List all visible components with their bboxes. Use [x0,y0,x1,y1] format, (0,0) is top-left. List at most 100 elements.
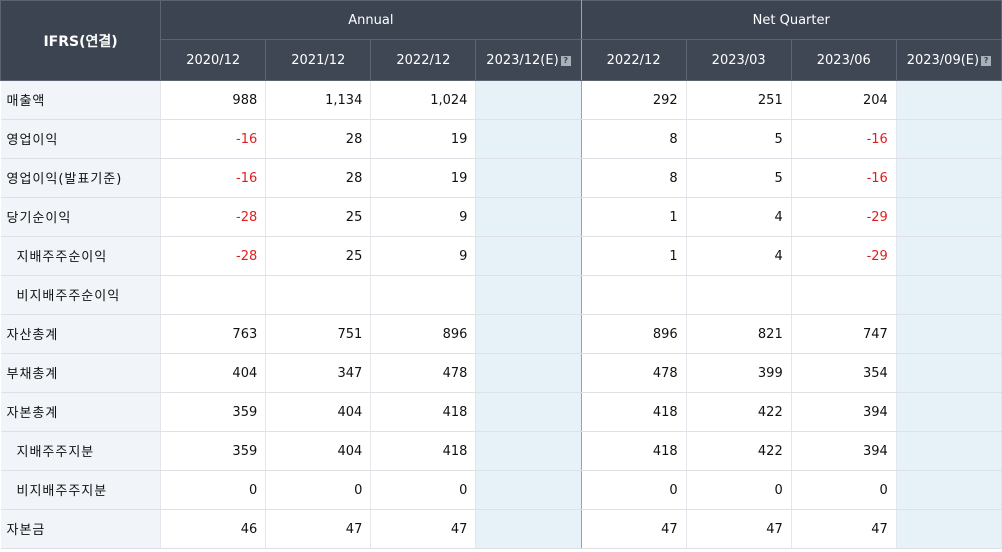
table-cell: 19 [370,158,477,198]
quarter-group-header: Net Quarter [580,0,1002,40]
table-cell [475,236,582,276]
table-cell: 47 [370,509,477,549]
row-label: 지배주주순이익 [0,236,162,276]
table-cell: 0 [686,470,792,510]
table-row: 영업이익 -16 28 19 8 5 -16 [0,119,1002,159]
table-corner-header: IFRS(연결) [0,0,162,81]
table-cell: 46 [160,509,267,549]
row-label: 부채총계 [0,353,162,393]
row-label: 자산총계 [0,314,162,354]
table-cell: 359 [160,431,267,471]
table-cell: 478 [370,353,477,393]
table-cell [581,275,687,315]
table-cell: 8 [581,119,687,159]
row-label: 지배주주지분 [0,431,162,471]
table-cell: 1,024 [370,80,477,120]
row-label: 영업이익(발표기준) [0,158,162,198]
table-cell [475,197,582,237]
table-cell [791,275,897,315]
table-cell [896,119,1002,159]
period-header: 2023/06 [790,39,897,81]
table-cell: 47 [686,509,792,549]
period-header-estimate[interactable]: 2023/09(E)? [895,39,1002,81]
table-cell: -16 [791,119,897,159]
table-cell: 5 [686,119,792,159]
table-cell: 4 [686,197,792,237]
table-body: 매출액 988 1,134 1,024 292 251 204 영업이익 -16 28 19 8 5 -1… [0,80,1002,549]
table-cell: 1 [581,197,687,237]
table-cell [475,353,582,393]
table-row: 지배주주순이익 -28 25 9 1 4 -29 [0,236,1002,276]
table-cell [896,275,1002,315]
table-cell [896,314,1002,354]
row-label: 자본총계 [0,392,162,432]
table-cell: -29 [791,236,897,276]
table-cell: 25 [265,236,372,276]
table-row: 자본총계 359 404 418 418 422 394 [0,392,1002,432]
table-cell [265,275,372,315]
table-cell: 988 [160,80,267,120]
table-cell [896,236,1002,276]
table-cell: 47 [791,509,897,549]
table-cell [475,158,582,198]
period-label: 2023/09(E) [906,52,980,68]
table-cell: 0 [370,470,477,510]
row-label: 영업이익 [0,119,162,159]
table-cell: 404 [265,392,372,432]
table-row: 영업이익(발표기준) -16 28 19 8 5 -16 [0,158,1002,198]
table-cell: 47 [581,509,687,549]
table-row: 자산총계 763 751 896 896 821 747 [0,314,1002,354]
help-icon[interactable]: ? [560,55,571,66]
period-header: 2022/12 [580,39,687,81]
table-cell [896,80,1002,120]
table-cell [475,392,582,432]
period-header-estimate[interactable]: 2023/12(E)? [475,39,582,81]
row-label: 비지배주주순이익 [0,275,162,315]
table-cell: 422 [686,431,792,471]
table-cell: -16 [160,119,267,159]
row-label: 비지배주주지분 [0,470,162,510]
table-cell: 0 [791,470,897,510]
table-cell: 821 [686,314,792,354]
table-cell: 896 [370,314,477,354]
table-cell: 251 [686,80,792,120]
table-cell: 763 [160,314,267,354]
table-row: 부채총계 404 347 478 478 399 354 [0,353,1002,393]
table-cell: 292 [581,80,687,120]
table-cell: 354 [791,353,897,393]
table-row: 비지배주주지분 0 0 0 0 0 0 [0,470,1002,510]
table-cell: 394 [791,392,897,432]
table-cell: 478 [581,353,687,393]
table-cell: 896 [581,314,687,354]
table-cell: 47 [265,509,372,549]
period-header: 2021/12 [265,39,372,81]
table-cell: 28 [265,158,372,198]
table-cell: 418 [370,431,477,471]
table-cell: 8 [581,158,687,198]
table-cell: -16 [791,158,897,198]
table-row: 비지배주주순이익 [0,275,1002,315]
table-cell: 751 [265,314,372,354]
table-cell: 404 [265,431,372,471]
table-cell [475,314,582,354]
table-cell [896,470,1002,510]
table-cell: 9 [370,236,477,276]
row-label: 자본금 [0,509,162,549]
table-cell: 1 [581,236,687,276]
table-cell: 28 [265,119,372,159]
table-cell: 5 [686,158,792,198]
table-cell: 404 [160,353,267,393]
table-cell [896,158,1002,198]
table-row: 당기순이익 -28 25 9 1 4 -29 [0,197,1002,237]
table-row: 매출액 988 1,134 1,024 292 251 204 [0,80,1002,120]
help-icon[interactable]: ? [981,55,992,66]
table-cell [896,431,1002,471]
table-cell [896,392,1002,432]
table-cell: -28 [160,197,267,237]
table-cell: 0 [581,470,687,510]
table-cell: 359 [160,392,267,432]
table-cell: 347 [265,353,372,393]
table-cell [475,275,582,315]
table-cell: 418 [581,431,687,471]
